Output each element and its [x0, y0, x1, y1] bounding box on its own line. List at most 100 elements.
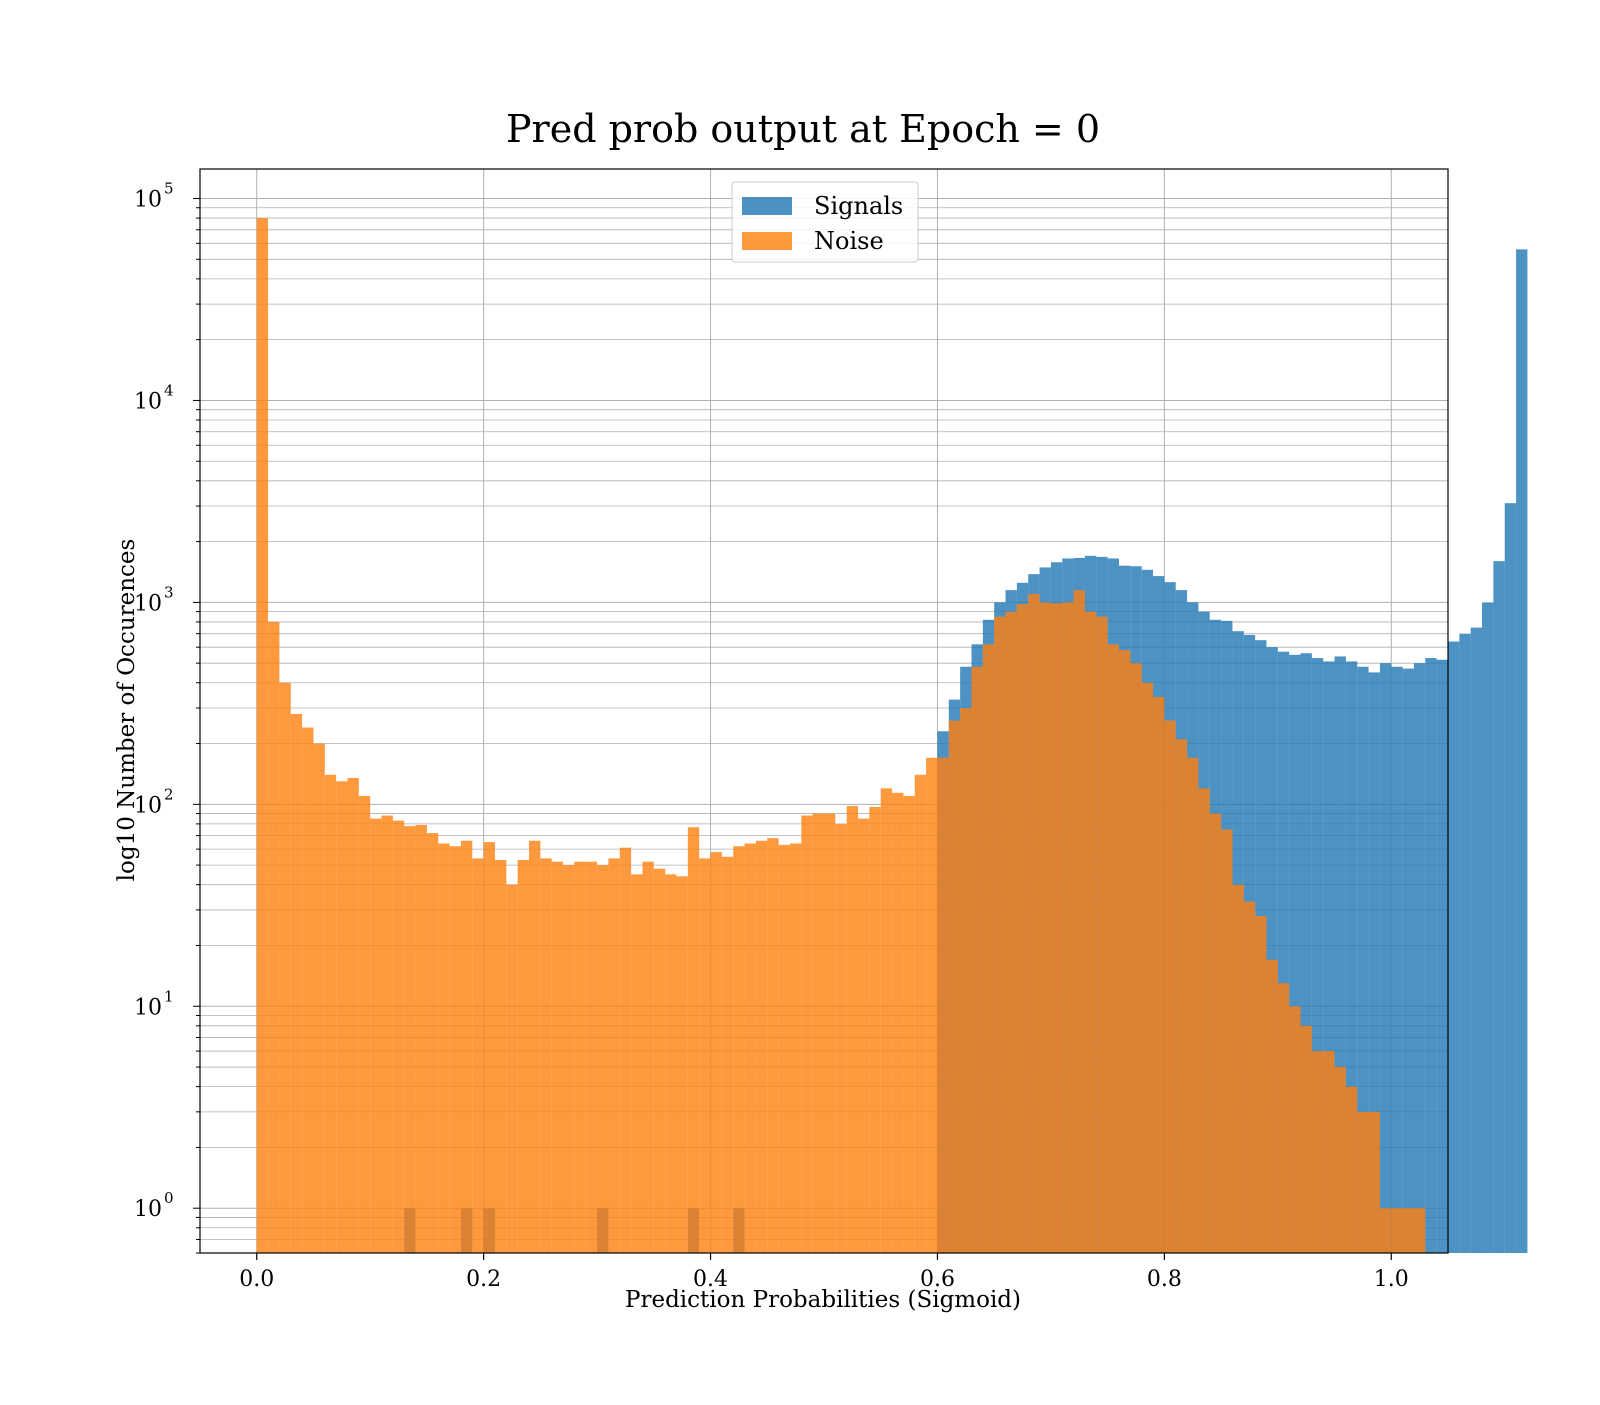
bar-noise — [1255, 915, 1267, 1253]
bar-noise — [506, 884, 518, 1253]
bar-noise — [824, 813, 836, 1253]
bar-signals — [1448, 641, 1460, 1253]
bar-noise — [1016, 604, 1029, 1253]
bar-noise — [801, 815, 813, 1253]
y-tick-label: 10 — [134, 1197, 162, 1222]
bar-noise — [460, 840, 473, 1253]
x-axis-label: Prediction Probabilities (Sigmoid) — [625, 1287, 1021, 1313]
legend-label-noise: Noise — [814, 227, 884, 255]
bar-noise — [268, 621, 280, 1253]
bar-noise — [370, 818, 382, 1253]
bar-noise — [529, 840, 541, 1253]
y-tick-label: 10 — [134, 591, 162, 616]
legend: Signals Noise — [731, 181, 919, 263]
bar-noise — [619, 847, 632, 1253]
x-tick-label: 0.8 — [1147, 1267, 1182, 1292]
bar-signals — [1402, 668, 1414, 1253]
bar-noise — [631, 874, 643, 1253]
bar-noise — [1357, 1111, 1369, 1253]
y-tick-exponent: 1 — [164, 987, 174, 1005]
bar-noise — [687, 827, 700, 1253]
histogram-bars — [256, 218, 1528, 1254]
bar-noise — [812, 813, 824, 1253]
bar-noise — [721, 856, 734, 1253]
x-tick-label: 0.6 — [920, 1267, 955, 1292]
bar-noise — [892, 792, 904, 1253]
bar-noise — [1005, 611, 1017, 1253]
bar-noise — [755, 840, 768, 1253]
bar-noise — [653, 868, 666, 1253]
bar-noise — [1413, 1208, 1426, 1253]
bar-noise — [1141, 682, 1154, 1253]
bar-noise — [1107, 644, 1119, 1253]
plot-frame — [199, 168, 1449, 1254]
bar-noise — [1334, 1067, 1346, 1253]
bar-noise — [1153, 696, 1165, 1253]
y-tick-exponent: 2 — [164, 785, 174, 803]
bar-noise — [642, 861, 654, 1253]
y-tick-exponent: 4 — [164, 381, 174, 399]
bar-signals — [1266, 647, 1278, 1253]
bar-noise — [324, 774, 337, 1253]
bar-signals — [1357, 666, 1369, 1253]
bar-noise — [517, 860, 530, 1253]
bar-noise — [415, 824, 427, 1253]
bar-signals — [1311, 658, 1324, 1253]
legend-swatch-noise — [742, 232, 792, 250]
bar-noise — [1028, 594, 1040, 1253]
bar-noise — [438, 843, 450, 1253]
bar-noise — [1289, 1006, 1301, 1253]
bar-noise — [778, 844, 790, 1253]
bar-signals — [1459, 633, 1471, 1253]
bar-noise — [336, 781, 348, 1253]
bar-signals — [1368, 672, 1380, 1253]
bar-noise — [1050, 603, 1063, 1253]
bar-noise — [1164, 720, 1176, 1253]
bar-noise — [1402, 1208, 1414, 1253]
bar-noise — [858, 818, 870, 1253]
bar-noise — [1277, 983, 1290, 1253]
bar-noise — [699, 858, 711, 1253]
bar-noise — [710, 852, 722, 1253]
bar-signals — [1334, 656, 1346, 1253]
bar-noise — [302, 727, 314, 1253]
bar-noise — [789, 843, 802, 1253]
bar-noise — [256, 218, 269, 1253]
bar-noise — [1266, 959, 1278, 1253]
bar-noise — [1243, 901, 1256, 1253]
bar-noise — [358, 795, 371, 1253]
bar-signals — [1413, 663, 1426, 1253]
bar-noise — [563, 865, 575, 1253]
y-axis-label: log10 Number of Occurences — [114, 539, 140, 882]
bar-noise — [1039, 602, 1051, 1253]
bar-noise — [914, 774, 927, 1253]
bar-signals — [1436, 659, 1448, 1253]
x-tick-label: 1.0 — [1374, 1267, 1409, 1292]
x-tick-label: 0.2 — [466, 1267, 501, 1292]
bar-signals — [1516, 249, 1528, 1253]
bar-noise — [597, 865, 609, 1253]
bar-noise — [1118, 650, 1131, 1253]
y-tick-exponent: 0 — [164, 1189, 174, 1207]
bar-noise — [676, 876, 688, 1253]
y-tick-label: 10 — [134, 995, 162, 1020]
bar-noise — [574, 861, 586, 1253]
bar-signals — [1379, 663, 1392, 1253]
bar-noise — [1062, 602, 1074, 1253]
bar-noise — [1187, 757, 1199, 1253]
bar-noise — [392, 820, 405, 1253]
bar-noise — [1130, 663, 1142, 1253]
bar-noise — [551, 861, 564, 1253]
bar-noise — [665, 874, 677, 1253]
bar-noise — [835, 823, 847, 1253]
y-tick-exponent: 5 — [164, 180, 174, 198]
bar-noise — [404, 826, 416, 1253]
legend-swatch-signals — [742, 197, 792, 215]
bar-noise — [313, 743, 325, 1253]
bar-noise — [290, 714, 303, 1253]
bar-signals — [1504, 503, 1517, 1254]
x-tick-label: 0.4 — [693, 1267, 728, 1292]
